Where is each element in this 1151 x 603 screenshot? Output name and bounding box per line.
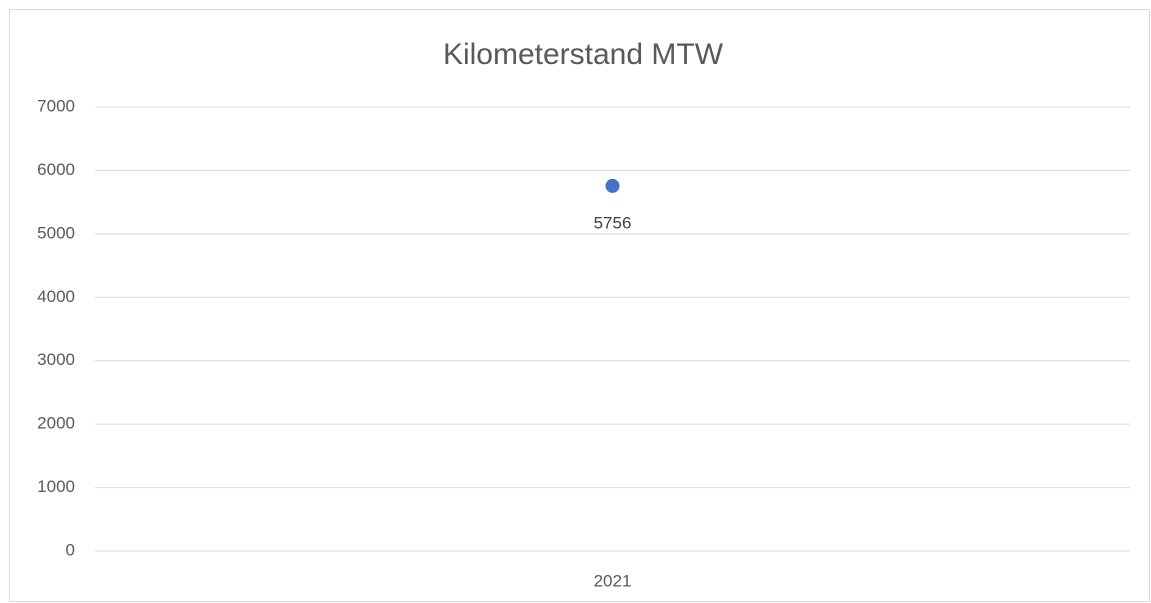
- point-marker: [605, 178, 620, 193]
- y-tick-label: 5000: [37, 223, 75, 242]
- y-tick-label: 1000: [37, 477, 75, 496]
- data-label: 5756: [594, 213, 632, 232]
- y-tick-label: 2000: [37, 414, 75, 433]
- x-tick-label: 2021: [594, 571, 632, 590]
- y-tick-label: 3000: [37, 350, 75, 369]
- y-tick-label: 4000: [37, 287, 75, 306]
- y-tick-label: 0: [66, 540, 75, 559]
- y-tick-label: 7000: [37, 96, 75, 115]
- chart-border: [9, 9, 1150, 602]
- chart-title: Kilometerstand MTW: [443, 38, 724, 71]
- y-tick-label: 6000: [37, 160, 75, 179]
